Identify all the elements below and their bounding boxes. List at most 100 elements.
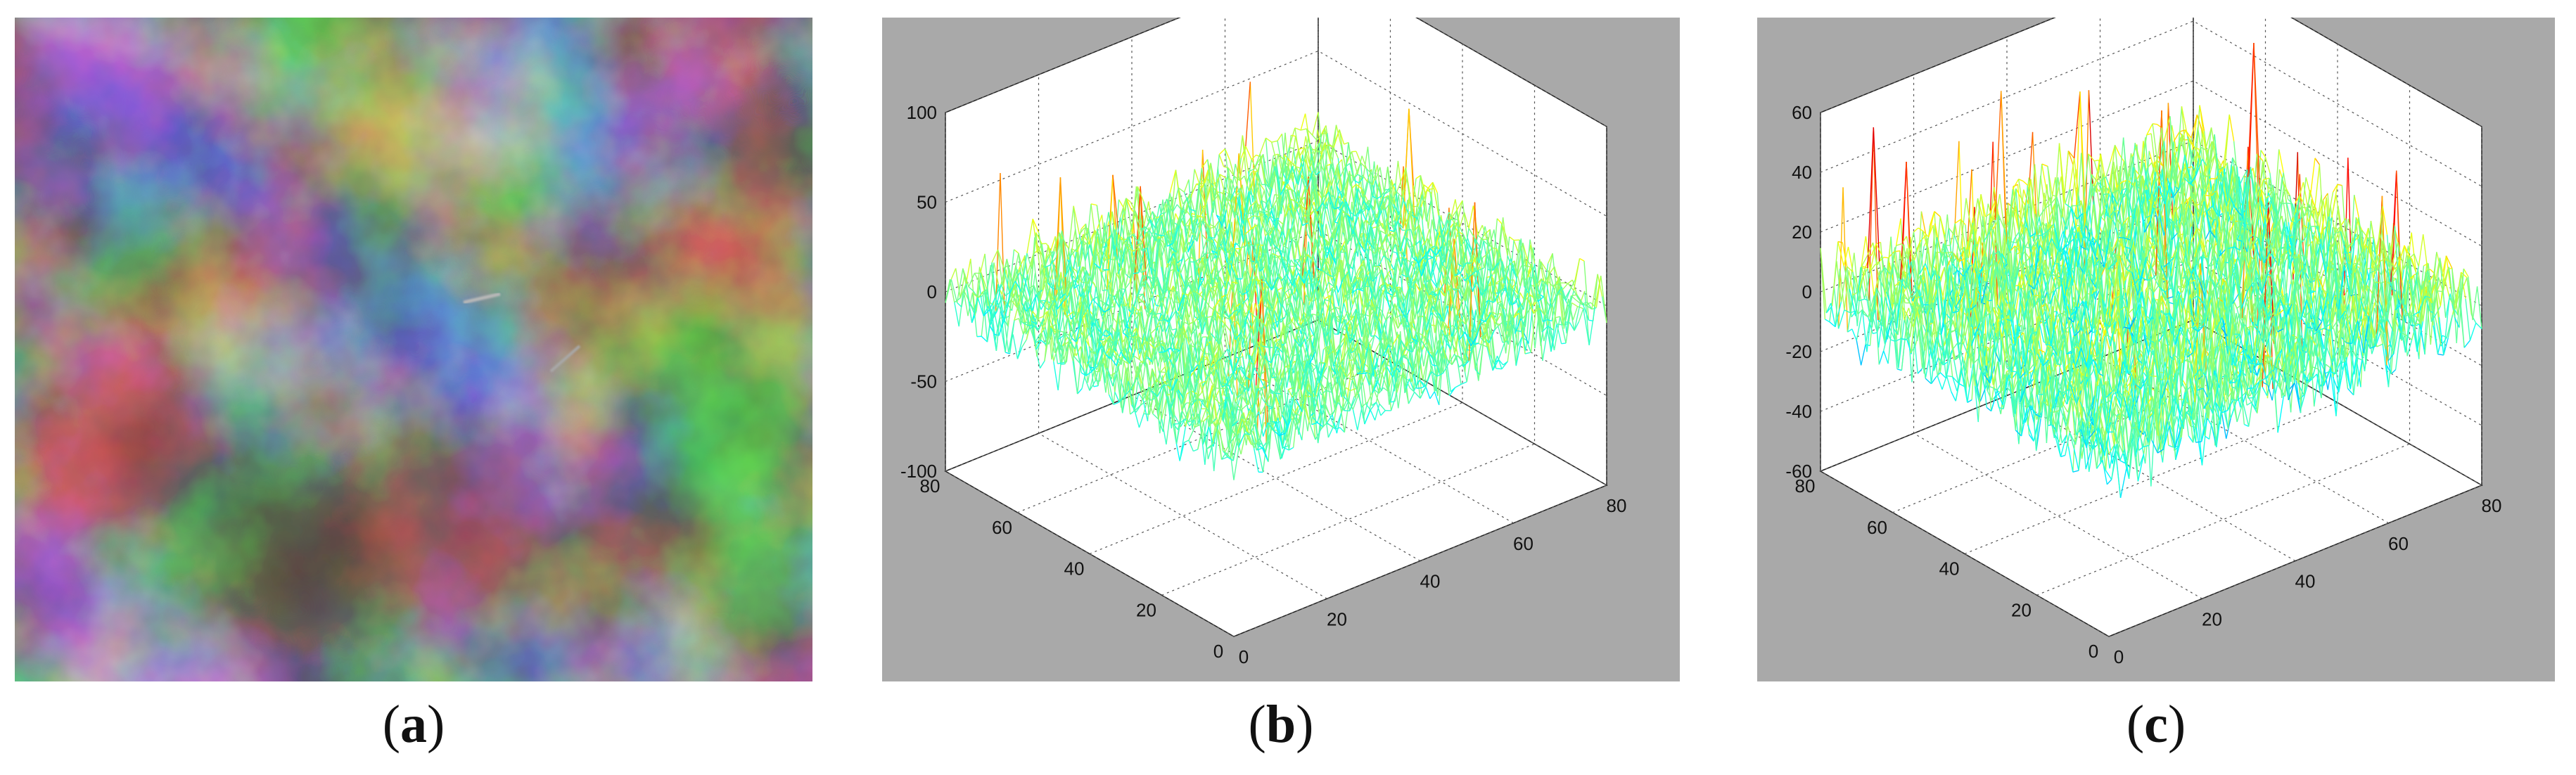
mesh-segment: [1336, 328, 1343, 376]
mesh-segment: [1234, 356, 1239, 359]
mesh-segment: [1523, 333, 1529, 344]
mesh-segment: [1058, 286, 1064, 330]
mesh-segment: [1365, 300, 1372, 349]
caption-a: (a): [382, 695, 445, 754]
mesh-segment: [1160, 366, 1166, 373]
mesh-segment: [1573, 258, 1581, 291]
mesh-segment: [1420, 385, 1426, 389]
mesh-segment: [1517, 297, 1524, 310]
mesh-segment: [1438, 288, 1446, 297]
mesh-segment: [1310, 166, 1315, 193]
mesh-segment: [1125, 369, 1133, 405]
mesh-segment: [1459, 212, 1465, 228]
mesh-segment: [1484, 274, 1491, 297]
mesh-segment: [1443, 328, 1449, 366]
mesh-segment: [1261, 388, 1268, 406]
mesh-segment: [1021, 339, 1027, 347]
mesh-segment: [1503, 280, 1510, 309]
mesh-segment: [1166, 351, 1173, 373]
mesh-segment: [1202, 426, 1210, 445]
mesh-segment: [1333, 147, 1339, 159]
mesh-segment: [1461, 274, 1468, 280]
mesh-segment: [1496, 355, 1503, 369]
mesh-segment: [1265, 236, 1270, 265]
mesh-segment: [978, 281, 984, 316]
mesh-segment: [1406, 349, 1413, 353]
mesh-segment: [1031, 294, 1038, 312]
mesh-segment: [1312, 322, 1320, 360]
mesh-segment: [1437, 312, 1445, 323]
mesh-segment: [1316, 267, 1322, 271]
mesh-segment: [1551, 296, 1557, 321]
mesh-segment: [1305, 295, 1311, 328]
mesh-segment: [1092, 319, 1098, 354]
mesh-segment: [1256, 188, 1263, 210]
mesh-segment: [1014, 249, 1019, 254]
mesh-segment: [1571, 294, 1577, 297]
mesh-segment: [1035, 340, 1042, 350]
mesh-segment: [1361, 401, 1368, 407]
mesh-segment: [1352, 409, 1358, 430]
mesh-segment: [1161, 375, 1168, 397]
mesh-segment: [982, 291, 988, 342]
mesh-segment: [1309, 337, 1317, 365]
mesh-segment: [1320, 378, 1327, 424]
mesh-segment: [1479, 319, 1486, 323]
mesh-segment: [1305, 384, 1313, 425]
mesh-segment: [1427, 273, 1433, 307]
mesh-segment: [1228, 302, 1235, 318]
mesh-segment: [1338, 395, 1346, 433]
mesh-segment: [1326, 312, 1334, 347]
mesh-segment: [968, 286, 974, 292]
mesh-segment: [1227, 383, 1233, 395]
mesh-segment: [1552, 253, 1558, 297]
mesh-segment: [1381, 233, 1387, 245]
mesh-segment: [1139, 333, 1145, 354]
mesh-segment: [1496, 267, 1504, 291]
mesh-segment: [1579, 257, 1585, 262]
mesh-segment: [954, 302, 959, 327]
mesh-segment: [1254, 411, 1259, 424]
mesh-segment: [1516, 243, 1524, 277]
mesh-segment: [1209, 200, 1215, 226]
mesh-segment: [1267, 404, 1273, 409]
mesh-segment: [1151, 290, 1157, 306]
mesh-segment: [1500, 287, 1506, 297]
mesh-segment: [1168, 324, 1175, 350]
mesh-segment: [1217, 402, 1225, 425]
mesh-segment: [1367, 200, 1373, 225]
mesh-segment: [1488, 312, 1495, 364]
mesh-segment: [1194, 423, 1201, 428]
mesh-segment: [995, 284, 1002, 307]
mesh-segment: [1359, 337, 1366, 350]
mesh-segment: [1222, 327, 1228, 350]
mesh-segment: [1349, 334, 1356, 343]
mesh-segment: [1270, 347, 1278, 364]
mesh-segment: [1330, 243, 1337, 265]
mesh-segment: [1255, 201, 1261, 238]
mesh-segment: [1211, 374, 1218, 424]
mesh-segment: [1484, 226, 1491, 247]
mesh-segment: [1406, 281, 1413, 323]
mesh-segment: [1232, 257, 1237, 284]
mesh-segment: [1377, 247, 1384, 274]
mesh-segment: [1221, 383, 1228, 388]
mesh-segment: [1204, 397, 1210, 428]
mesh-segment: [1228, 444, 1235, 480]
mesh-segment: [1414, 290, 1422, 320]
mesh-segment: [1277, 219, 1284, 225]
mesh-segment: [1275, 392, 1282, 395]
mesh-segment: [1348, 347, 1354, 371]
mesh-segment: [1446, 276, 1454, 306]
mesh-segment: [1277, 153, 1283, 176]
mesh-segment: [1194, 169, 1200, 184]
mesh-segment: [1498, 246, 1506, 284]
mesh-segment: [1352, 393, 1360, 410]
mesh-segment: [1253, 447, 1259, 473]
mesh-segment: [1448, 212, 1454, 220]
mesh-segment: [1488, 283, 1495, 287]
mesh-segment: [1193, 449, 1199, 452]
mesh-segment: [1277, 346, 1284, 354]
mesh-segment: [1456, 330, 1464, 367]
